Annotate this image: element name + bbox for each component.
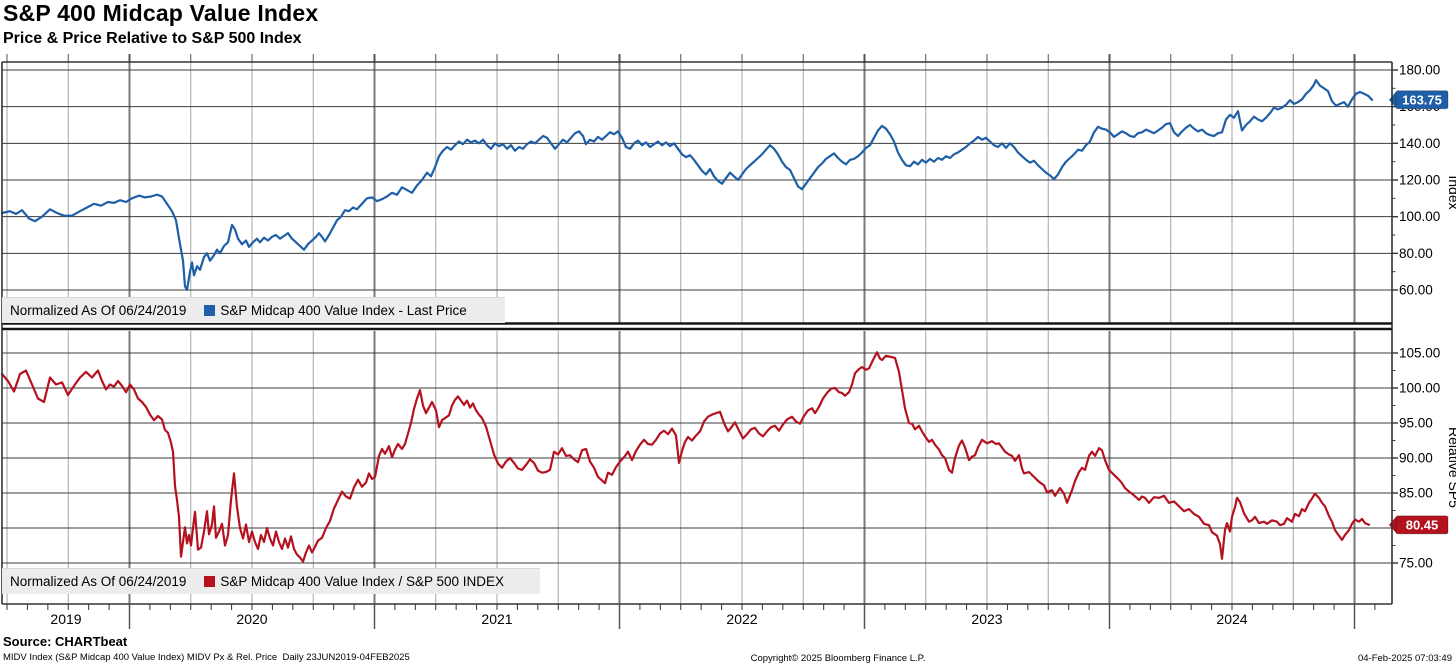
y-axis-title: Relative SP5 bbox=[1446, 427, 1456, 508]
price-last-price-value: 163.75 bbox=[1402, 92, 1442, 107]
x-axis-year-label: 2023 bbox=[971, 611, 1002, 627]
x-axis-year-label: 2021 bbox=[481, 611, 512, 627]
copyright-label: Copyright© 2025 Bloomberg Finance L.P. bbox=[750, 653, 926, 664]
y-axis-tick-label: 95.00 bbox=[1399, 416, 1433, 431]
price-series-swatch-icon bbox=[204, 305, 216, 316]
x-axis-year-label: 2019 bbox=[50, 611, 81, 627]
price-series-line bbox=[0, 78, 1374, 292]
relative-last-price-badge bbox=[1395, 515, 1449, 535]
relative-series-line bbox=[0, 351, 1371, 563]
relative-legend: Normalized As Of 06/24/2019 S&P Midcap 4… bbox=[2, 568, 540, 594]
y-axis-tick-label: 105.00 bbox=[1399, 346, 1440, 361]
source-label: Source: CHARTbeat bbox=[3, 634, 128, 649]
price-last-price-badge bbox=[1395, 90, 1449, 110]
price-legend-note: Normalized As Of 06/24/2019 bbox=[10, 303, 187, 318]
relative-legend-item: S&P Midcap 400 Value Index / S&P 500 IND… bbox=[204, 574, 504, 589]
page-title: S&P 400 Midcap Value Index bbox=[3, 0, 319, 26]
relative-series-swatch-icon bbox=[204, 576, 216, 587]
x-axis-year-label: 2020 bbox=[236, 611, 267, 627]
y-axis-tick-label: 60.00 bbox=[1399, 282, 1433, 297]
relative-legend-note: Normalized As Of 06/24/2019 bbox=[10, 574, 187, 589]
y-axis-tick-label: 90.00 bbox=[1399, 451, 1433, 466]
price-legend-item: S&P Midcap 400 Value Index - Last Price bbox=[204, 303, 467, 318]
y-axis-title: Index bbox=[1446, 175, 1456, 209]
price-legend: Normalized As Of 06/24/2019 S&P Midcap 4… bbox=[2, 297, 505, 323]
x-axis-year-label: 2022 bbox=[726, 611, 757, 627]
y-axis-tick-label: 180.00 bbox=[1399, 63, 1440, 78]
relative-last-price-value: 80.45 bbox=[1406, 517, 1439, 532]
y-axis-tick-label: 140.00 bbox=[1399, 136, 1440, 151]
y-axis-tick-label: 100.00 bbox=[1399, 209, 1440, 224]
y-axis-tick-label: 120.00 bbox=[1399, 172, 1440, 187]
x-axis-year-label: 2024 bbox=[1216, 611, 1247, 627]
y-axis-tick-label: 75.00 bbox=[1399, 556, 1433, 571]
relative-legend-label: S&P Midcap 400 Value Index / S&P 500 IND… bbox=[220, 574, 505, 589]
y-axis-tick-label: 85.00 bbox=[1399, 486, 1433, 501]
y-axis-tick-label: 80.00 bbox=[1399, 246, 1433, 261]
page-subtitle: Price & Price Relative to S&P 500 Index bbox=[3, 30, 302, 47]
price-legend-label: S&P Midcap 400 Value Index - Last Price bbox=[220, 303, 467, 318]
y-axis-tick-label: 100.00 bbox=[1399, 381, 1440, 396]
timestamp-label: 04-Feb-2025 07:03:49 bbox=[1357, 653, 1452, 664]
chart-detail-label: MIDV Index (S&P Midcap 400 Value Index) … bbox=[3, 652, 410, 663]
